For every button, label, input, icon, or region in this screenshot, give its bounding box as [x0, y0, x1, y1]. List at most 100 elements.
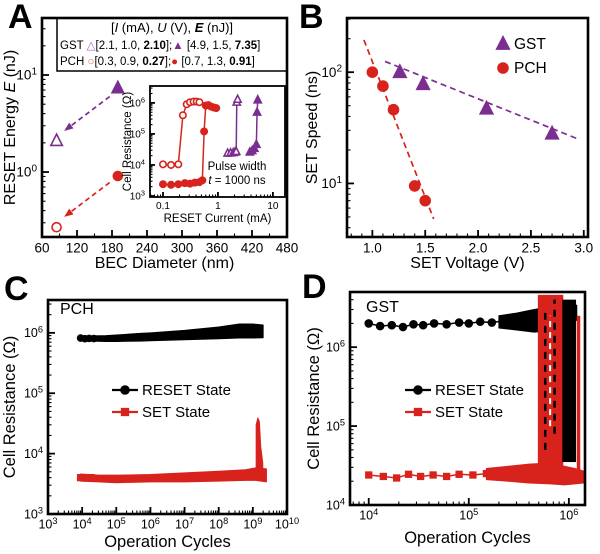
- x-tick-label: 106: [141, 516, 160, 532]
- pulse-width-line1: Pulse width: [208, 161, 267, 173]
- material-label: GST: [366, 299, 399, 316]
- gst-filled-triangles: [244, 94, 263, 156]
- legend-label: SET State: [142, 404, 210, 421]
- panel-b-y-axis-title: SET Speed (ns): [304, 71, 321, 185]
- triangle-marker: [544, 124, 560, 140]
- plot-frame: [345, 16, 590, 239]
- set-start-markers: [76, 473, 95, 482]
- x-tick-label: 240: [136, 241, 159, 256]
- panel-a-inset-x-axis-title: RESET Current (mA): [164, 213, 272, 225]
- arrow-head: [64, 208, 74, 217]
- circle-marker: [408, 180, 421, 192]
- triangle-marker: [110, 79, 125, 94]
- gst-arrow: [64, 95, 111, 131]
- pch-points: [51, 170, 124, 233]
- square-marker: [429, 471, 437, 479]
- pch-points: [366, 66, 432, 207]
- x-tick-label: 108: [209, 516, 228, 532]
- circle-marker: [442, 319, 451, 329]
- x-tick-label: 10: [267, 201, 279, 212]
- y-tick-label: 105: [130, 127, 145, 141]
- series-line: [227, 99, 239, 154]
- panel-d-x-axis-title: Operation Cycles: [404, 529, 531, 547]
- triangle-marker: [478, 99, 495, 115]
- band: [80, 323, 264, 342]
- material-label: PCH: [60, 301, 94, 318]
- legend-label: GST: [514, 36, 546, 53]
- x-tick-label: 2.0: [469, 241, 488, 256]
- square-marker: [482, 469, 491, 478]
- panel-b-x-axis-title: SET Voltage (V): [410, 255, 524, 272]
- reset-band: [80, 323, 264, 342]
- column: [576, 315, 581, 482]
- panel-a-inset-y-axis-title: Cell Resistance (Ω): [122, 92, 134, 192]
- trend-line: [384, 60, 579, 140]
- x-tick-label: 2.5: [522, 241, 541, 256]
- pch-arrow: [64, 181, 111, 217]
- square-marker: [404, 470, 413, 478]
- y-tick-label: 106: [130, 95, 145, 109]
- circle-marker: [398, 322, 408, 332]
- x-tick-label: 103: [38, 516, 57, 532]
- circle-marker: [487, 318, 497, 327]
- panel-letter-b: B: [299, 0, 324, 36]
- circle-marker: [419, 194, 432, 207]
- circle-marker: [498, 316, 508, 326]
- x-tick-label: 300: [171, 241, 194, 256]
- x-tick-label: 104: [73, 516, 92, 532]
- x-tick-label: 420: [241, 241, 264, 256]
- square-marker: [392, 474, 401, 482]
- square-marker: [365, 471, 373, 479]
- y-tick-label: 104: [24, 445, 43, 461]
- x-tick-label: 105: [107, 516, 126, 532]
- reset-start-markers: [76, 334, 98, 343]
- panel-a-x-axis-title: BEC Diameter (nm): [95, 255, 235, 272]
- triangle-marker: [392, 63, 408, 79]
- pch-filled-circles: [159, 101, 221, 189]
- x-tick-label: 1.5: [416, 241, 435, 256]
- band: [80, 467, 267, 484]
- y-tick-label: 103: [130, 189, 145, 203]
- y-tick-label: 103: [24, 506, 43, 522]
- panel-c-y-axis-title: Cell Resistance (Ω): [1, 336, 19, 479]
- circle-marker: [387, 103, 400, 116]
- y-tick-label: 104: [130, 158, 145, 172]
- series-line: [162, 100, 200, 166]
- square-marker: [413, 407, 423, 417]
- pulse-width-line2: t = 1000 ns: [208, 175, 265, 187]
- set-band: [80, 467, 267, 484]
- legend-label: SET State: [435, 404, 503, 421]
- y-tick-label: 101: [16, 66, 37, 82]
- y-tick-label: 106: [24, 324, 43, 340]
- x-tick-label: 0.1: [156, 201, 170, 212]
- legend-box: [56, 17, 288, 72]
- circle-marker: [454, 318, 464, 327]
- gst-open-triangles: [222, 93, 243, 157]
- square-marker: [87, 473, 95, 482]
- legend-label: RESET State: [435, 382, 524, 399]
- square-marker: [455, 470, 463, 478]
- triangle-marker: [49, 132, 64, 147]
- reset-failure-column: [562, 299, 577, 463]
- series-line: [368, 472, 487, 479]
- triangle-marker: [252, 94, 263, 104]
- circle-marker: [174, 180, 183, 189]
- panel-c: 103 104 105 106 107 108 109 1010 103 104 105 106 PCH…: [1, 298, 299, 551]
- circle-marker: [377, 80, 389, 92]
- x-tick-label: 1.0: [363, 241, 382, 256]
- set-failure-column-2: [576, 315, 581, 482]
- triangle-marker: [252, 106, 262, 116]
- circle-marker: [464, 319, 474, 328]
- circle-marker: [167, 160, 176, 169]
- circle-marker: [375, 321, 385, 331]
- plot-frame: [348, 290, 587, 507]
- pch-open-circles: [159, 97, 204, 169]
- circle-marker: [497, 62, 509, 74]
- x-tick-label: 106: [559, 507, 578, 523]
- circle-marker: [212, 104, 221, 113]
- gst-points: [392, 63, 560, 140]
- panel-d-legend: RESET State SET State: [405, 382, 524, 421]
